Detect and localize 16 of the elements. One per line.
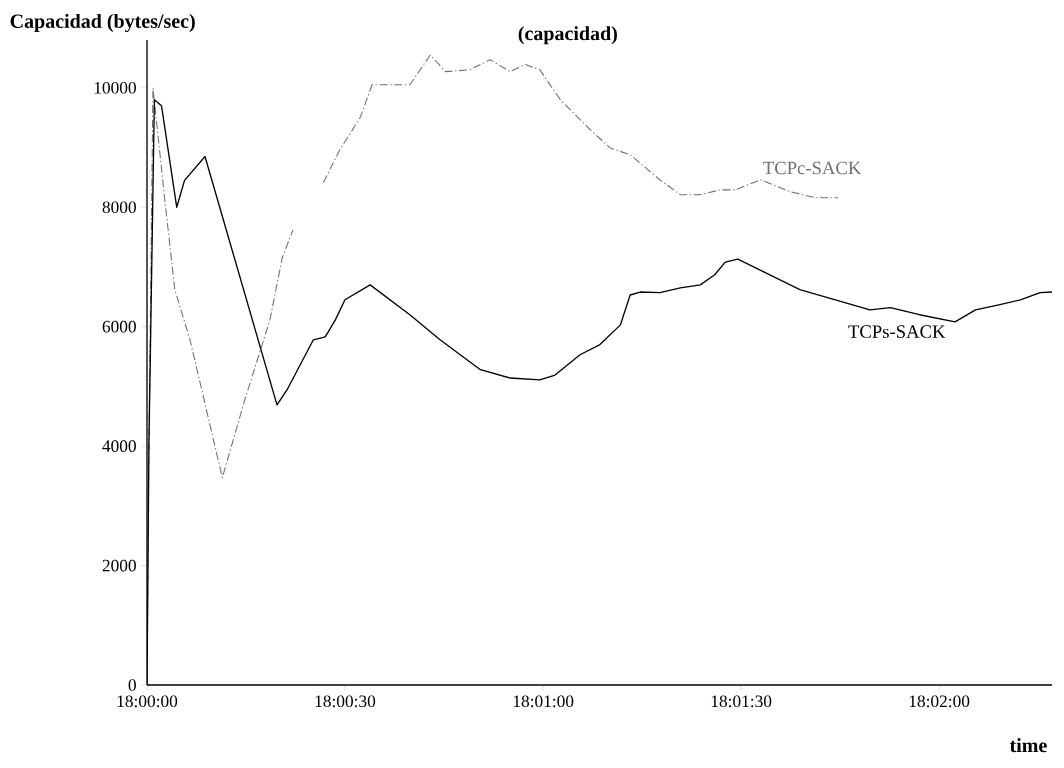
x-tick-label: 18:01:00	[513, 695, 574, 708]
x-tick-label: 18:01:30	[711, 695, 772, 708]
x-tick-label: 18:02:00	[909, 695, 970, 708]
x-tick-label: 18:00:30	[315, 695, 376, 708]
y-tick-label: 4000	[102, 440, 136, 452]
y-axis-title: Capacidad (bytes/sec)	[10, 13, 195, 33]
y-tick-label: 2000	[102, 559, 136, 572]
x-axis-title: time	[1009, 738, 1047, 753]
chart-title: (capacidad)	[518, 26, 617, 45]
series-label: TCPc-SACK	[763, 161, 862, 175]
y-tick-label: 6000	[102, 320, 136, 333]
y-tick-label: 8000	[102, 201, 136, 214]
x-tick-label: 18:00:00	[117, 695, 178, 708]
y-tick-label: 0	[128, 679, 136, 691]
series-label: TCPs-SACK	[848, 325, 946, 338]
y-tick-label: 10000	[94, 81, 136, 94]
